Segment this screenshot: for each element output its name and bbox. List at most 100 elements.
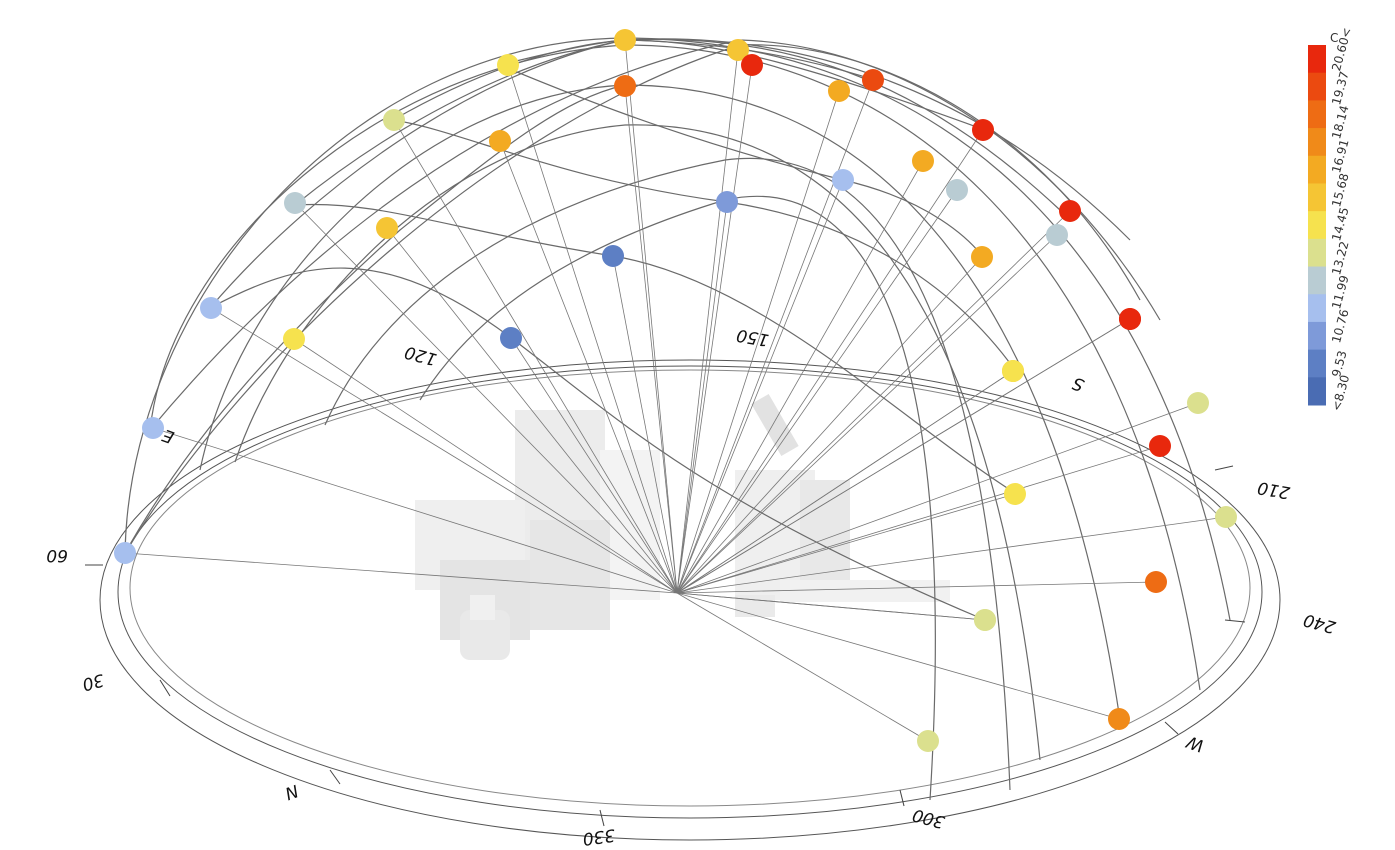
sun-ray <box>676 179 844 594</box>
label-240: 240 <box>1301 609 1338 637</box>
sun-point <box>376 217 398 239</box>
legend-swatch <box>1308 211 1326 240</box>
sun-ray <box>624 39 678 594</box>
sun-ray <box>676 592 986 621</box>
legend-color-bar <box>1308 45 1326 406</box>
sun-ray <box>676 189 958 594</box>
site-model <box>415 394 950 660</box>
sun-point <box>200 297 222 319</box>
sun-ray <box>386 227 678 594</box>
sun-point <box>500 327 522 349</box>
sun-point <box>1119 308 1141 330</box>
sun-point <box>832 169 854 191</box>
sun-point <box>741 54 763 76</box>
sun-ray <box>676 210 1071 594</box>
sun-ray <box>676 516 1227 594</box>
label-n: N <box>282 780 301 803</box>
legend-swatch <box>1308 72 1326 101</box>
sun-path-arc <box>124 84 626 554</box>
sun-path-arc <box>499 64 984 258</box>
sun-path-arc <box>199 84 1121 721</box>
sun-ray <box>676 64 753 594</box>
sun-point <box>1215 506 1237 528</box>
sun-point <box>1002 360 1024 382</box>
sun-path-arc <box>209 267 986 621</box>
sun-point <box>912 150 934 172</box>
sun-ray <box>624 85 678 594</box>
legend-label: 19.37 <box>1329 70 1351 107</box>
legend-swatch <box>1308 266 1326 295</box>
sun-ray <box>612 255 678 594</box>
sun-point <box>602 245 624 267</box>
sun-point <box>1059 200 1081 222</box>
sun-point <box>1046 224 1068 246</box>
label-w: W <box>1183 731 1207 756</box>
sun-path-arc <box>419 195 936 801</box>
sun-ray <box>676 581 1157 594</box>
sun-ray <box>152 427 678 594</box>
sun-ray <box>676 49 739 594</box>
compass-ticks <box>85 465 1246 827</box>
legend-swatch <box>1308 238 1326 268</box>
sun-point <box>1149 435 1171 457</box>
sun-point <box>614 75 636 97</box>
legend-swatch <box>1308 377 1326 406</box>
temperature-legend: C 20.60<19.3718.1416.9115.6814.4513.2211… <box>1308 26 1354 413</box>
legend-swatch <box>1308 321 1326 351</box>
sun-ray <box>676 256 983 594</box>
sun-ray <box>210 307 678 594</box>
sun-ray <box>676 592 929 742</box>
sun-point <box>828 80 850 102</box>
sun-ray <box>676 592 1120 720</box>
sun-ray <box>676 160 924 594</box>
sun-ray <box>499 140 678 594</box>
label-150: 150 <box>735 324 770 349</box>
sun-ray <box>676 445 1161 594</box>
legend-swatch <box>1308 349 1326 378</box>
legend-swatch <box>1308 100 1326 129</box>
sun-ray <box>676 402 1199 594</box>
sun-point <box>284 192 306 214</box>
sun-ray <box>393 119 678 594</box>
sun-rays <box>124 39 1227 742</box>
sun-point <box>489 130 511 152</box>
label-30: 30 <box>80 669 106 694</box>
sun-point <box>917 730 939 752</box>
legend-unit: C <box>1330 31 1338 45</box>
sun-point <box>727 39 749 61</box>
sun-ray <box>510 337 678 594</box>
legend-label: 9.53 <box>1329 349 1349 378</box>
legend-label: 10.76 <box>1329 308 1351 345</box>
sun-point <box>974 609 996 631</box>
sun-path-arc <box>234 124 1041 761</box>
sun-path-arc <box>124 44 1141 554</box>
legend-label: 18.14 <box>1329 104 1351 141</box>
legend-label: <8.30 <box>1329 373 1352 412</box>
label-210: 210 <box>1256 477 1291 502</box>
sun-path-arc <box>149 44 1201 691</box>
sun-ray <box>676 129 984 594</box>
sun-point <box>971 246 993 268</box>
sun-path-arc <box>294 38 1061 211</box>
sun-ray <box>676 234 1058 594</box>
sun-point <box>283 328 305 350</box>
sun-point <box>1187 392 1209 414</box>
sun-ray <box>124 552 678 594</box>
label-s: S <box>1070 372 1087 395</box>
sun-path-arc <box>499 39 876 81</box>
sun-ray <box>676 318 1131 594</box>
sun-path-arcs <box>124 37 1231 801</box>
legend-swatch <box>1308 294 1326 323</box>
label-60: 60 <box>46 545 68 565</box>
sun-point <box>972 119 994 141</box>
legend-swatch <box>1308 183 1326 212</box>
sun-ray <box>676 370 1014 594</box>
sun-ray <box>676 79 874 594</box>
sun-point <box>716 191 738 213</box>
sun-point <box>497 54 519 76</box>
sun-point <box>142 417 164 439</box>
sun-point <box>1004 483 1026 505</box>
label-120: 120 <box>402 341 439 369</box>
sun-point <box>1108 708 1130 730</box>
